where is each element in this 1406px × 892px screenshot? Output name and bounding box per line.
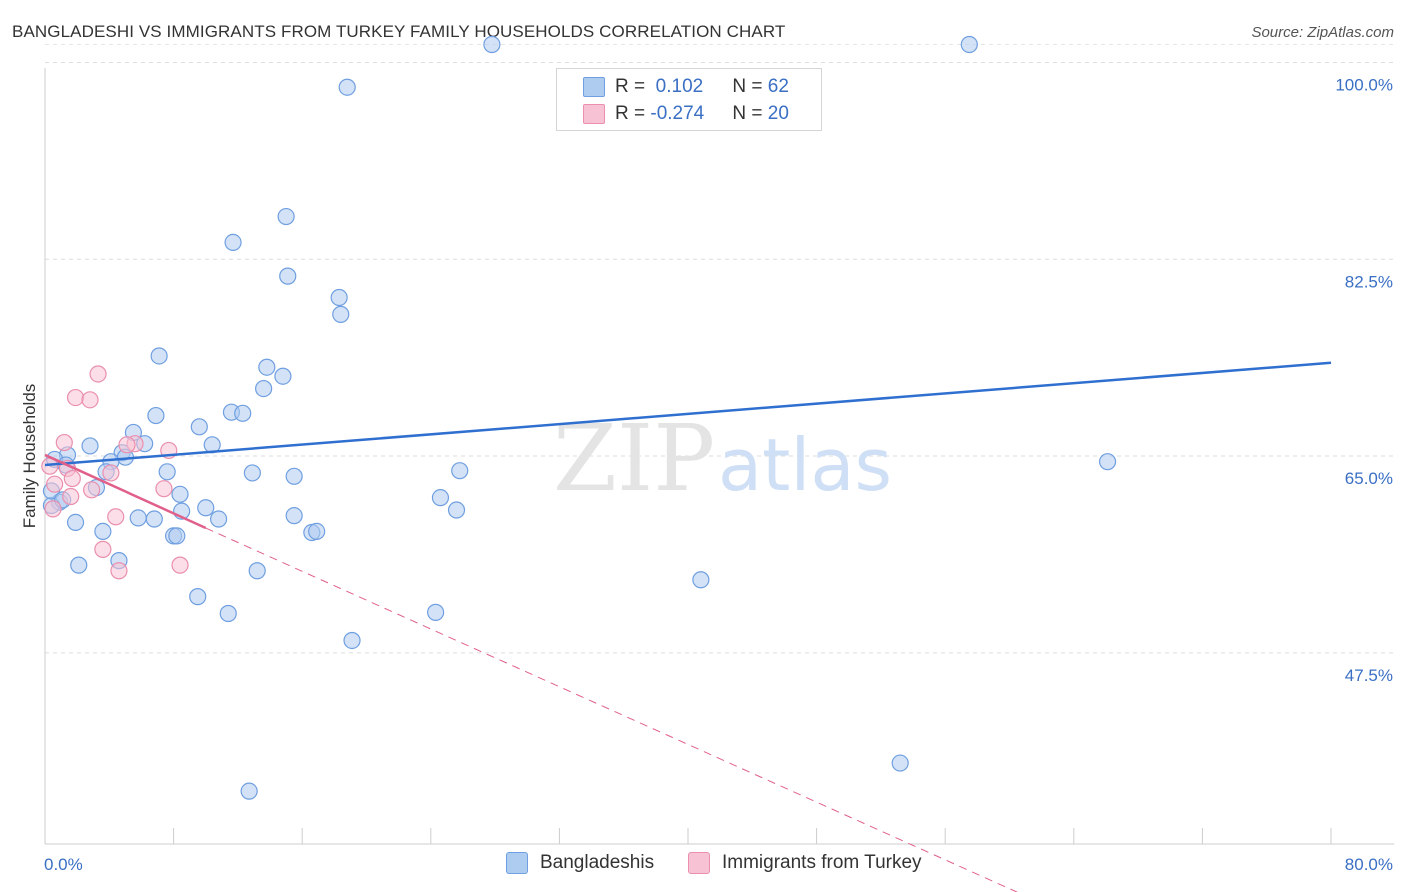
point-bangladeshi (168, 527, 186, 545)
point-bangladeshi (451, 462, 469, 480)
point-bangladeshi (158, 463, 176, 481)
point-immigrant-from-turkey (62, 487, 80, 506)
point-bangladeshi (692, 571, 710, 589)
y-tick-label: 82.5% (1345, 272, 1393, 291)
y-axis-title: Family Households (20, 384, 39, 529)
point-immigrant-from-turkey (102, 464, 120, 482)
bottom-legend-label: Immigrants from Turkey (722, 852, 922, 873)
bottom-legend-swatch-pink (688, 852, 710, 874)
point-immigrant-from-turkey (66, 388, 85, 407)
point-bangladeshi (343, 631, 361, 650)
point-bangladeshi (332, 305, 350, 323)
point-bangladeshi (147, 406, 165, 425)
y-tick-label: 65.0% (1345, 469, 1393, 488)
point-bangladeshi (94, 522, 112, 540)
point-bangladeshi (243, 464, 261, 482)
legend-r-value: -0.274 (650, 103, 705, 124)
bottom-legend-swatch-blue (506, 852, 528, 874)
legend-r-value: 0.102 (650, 76, 704, 97)
legend-row-bangladeshis: R = 0.102 N = 62 (583, 75, 789, 99)
x-tick-label-min: 0.0% (44, 855, 83, 874)
point-bangladeshi (70, 556, 88, 574)
watermark-atlas: atlas (718, 423, 892, 507)
point-bangladeshi (129, 509, 147, 527)
point-bangladeshi (248, 562, 266, 580)
point-bangladeshi (285, 467, 303, 485)
point-immigrant-from-turkey (89, 365, 107, 383)
point-immigrant-from-turkey (83, 481, 101, 499)
point-bangladeshi (171, 485, 189, 503)
point-bangladeshi (277, 207, 295, 226)
point-immigrant-from-turkey (55, 433, 73, 452)
trendline-bangladeshis (44, 361, 1332, 467)
legend-n-value: 20 (767, 103, 789, 124)
legend-n-value: 62 (767, 76, 789, 97)
trendline-turkey-extrapolated (205, 527, 1019, 892)
point-bangladeshi (145, 510, 163, 528)
point-bangladeshi (285, 507, 303, 525)
point-immigrant-from-turkey (46, 475, 64, 493)
point-immigrant-from-turkey (107, 508, 125, 526)
point-bangladeshi (150, 347, 168, 365)
point-bangladeshi (891, 754, 909, 772)
bottom-legend-item-immigrants-from-turkey: Immigrants from Turkey (688, 852, 922, 874)
point-bangladeshi (258, 358, 276, 376)
point-bangladeshi (81, 437, 99, 455)
point-immigrant-from-turkey (44, 500, 62, 518)
point-bangladeshi (255, 379, 273, 398)
source-label: Source: ZipAtlas.com (1251, 24, 1394, 41)
legend-n-label: N = (732, 103, 768, 124)
point-immigrant-from-turkey (81, 391, 99, 409)
point-bangladeshi (219, 604, 237, 623)
point-bangladeshi (330, 288, 348, 307)
legend-row-immigrants-from-turkey: R = -0.274 N = 20 (583, 102, 789, 126)
trendline-turkey (44, 453, 207, 530)
point-bangladeshi (338, 78, 356, 96)
x-tick-label-max: 80.0% (1345, 855, 1393, 874)
point-bangladeshi (224, 233, 242, 252)
point-bangladeshi (1098, 453, 1117, 471)
point-bangladeshi (427, 603, 445, 621)
point-bangladeshi (279, 267, 297, 285)
point-immigrant-from-turkey (171, 556, 189, 574)
point-bangladeshi (66, 513, 85, 532)
point-bangladeshi (431, 489, 450, 507)
legend-r-label: R = (615, 76, 651, 97)
point-bangladeshi (483, 35, 501, 54)
legend-n-label: N = (732, 76, 768, 97)
y-tick-label: 100.0% (1335, 75, 1393, 94)
point-bangladeshi (189, 588, 207, 606)
tick-labels: 47.5% 65.0% 82.5% 100.0% 0.0% 80.0% (44, 75, 1393, 874)
legend-r-label: R = (615, 103, 651, 124)
legend-swatch-pink (583, 104, 605, 124)
point-immigrant-from-turkey (155, 480, 173, 498)
chart-title: BANGLADESHI VS IMMIGRANTS FROM TURKEY FA… (12, 22, 786, 41)
series-immigrants-from-turkey (41, 365, 189, 580)
point-bangladeshi (274, 367, 292, 385)
legend-swatch-blue (583, 77, 605, 97)
point-bangladeshi (234, 404, 252, 422)
bottom-legend-item-bangladeshis: Bangladeshis (506, 852, 654, 874)
bottom-legend: Bangladeshis Immigrants from Turkey (0, 852, 1406, 878)
point-bangladeshi (308, 522, 326, 540)
y-tick-label: 47.5% (1345, 666, 1393, 685)
point-immigrant-from-turkey (63, 469, 81, 488)
point-immigrant-from-turkey (118, 436, 136, 454)
bottom-legend-label: Bangladeshis (540, 852, 655, 873)
watermark: ZIP atlas (553, 405, 892, 512)
point-bangladeshi (197, 499, 215, 517)
watermark-zip: ZIP (553, 405, 715, 512)
point-immigrant-from-turkey (110, 562, 128, 580)
legend: R = 0.102 N = 62 R = -0.274 N = 20 (556, 68, 822, 131)
point-bangladeshi (210, 510, 228, 528)
point-bangladeshi (960, 35, 978, 54)
grid-lines (45, 43, 1394, 654)
point-immigrant-from-turkey (94, 540, 112, 558)
point-bangladeshi (447, 501, 466, 519)
point-bangladeshi (190, 418, 208, 436)
point-bangladeshi (240, 782, 258, 800)
trendlines (44, 361, 1332, 892)
